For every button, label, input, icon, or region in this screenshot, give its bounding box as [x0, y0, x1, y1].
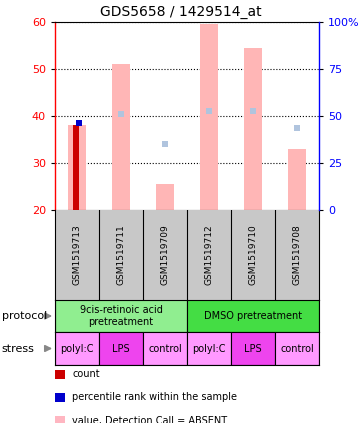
Bar — [73, 125, 79, 210]
Text: control: control — [148, 343, 182, 354]
Text: GSM1519713: GSM1519713 — [73, 225, 82, 286]
Text: protocol: protocol — [2, 311, 47, 321]
Text: GDS5658 / 1429514_at: GDS5658 / 1429514_at — [100, 5, 261, 19]
Bar — [288, 149, 306, 210]
Text: count: count — [72, 369, 100, 379]
Bar — [55, 332, 99, 365]
Bar — [55, 300, 187, 332]
Text: GSM1519712: GSM1519712 — [204, 225, 213, 285]
Bar — [68, 125, 86, 210]
Text: GSM1519708: GSM1519708 — [292, 225, 301, 286]
Text: polyI:C: polyI:C — [192, 343, 226, 354]
Text: control: control — [280, 343, 314, 354]
Text: GSM1519711: GSM1519711 — [117, 225, 126, 286]
Text: GSM1519710: GSM1519710 — [248, 225, 257, 286]
Bar — [143, 332, 187, 365]
Text: LPS: LPS — [112, 343, 130, 354]
Text: percentile rank within the sample: percentile rank within the sample — [72, 393, 237, 403]
Text: value, Detection Call = ABSENT: value, Detection Call = ABSENT — [72, 416, 227, 423]
Text: polyI:C: polyI:C — [60, 343, 94, 354]
Bar — [231, 332, 275, 365]
Text: stress: stress — [2, 343, 35, 354]
Text: DMSO pretreatment: DMSO pretreatment — [204, 311, 302, 321]
Bar — [112, 64, 130, 210]
Bar — [156, 184, 174, 210]
Bar — [187, 332, 231, 365]
Bar — [275, 332, 319, 365]
Bar — [200, 25, 218, 210]
Text: 9cis-retinoic acid
pretreatment: 9cis-retinoic acid pretreatment — [79, 305, 162, 327]
Bar — [187, 300, 319, 332]
Text: GSM1519709: GSM1519709 — [161, 225, 170, 286]
Bar — [99, 332, 143, 365]
Text: LPS: LPS — [244, 343, 262, 354]
Bar — [244, 48, 262, 210]
